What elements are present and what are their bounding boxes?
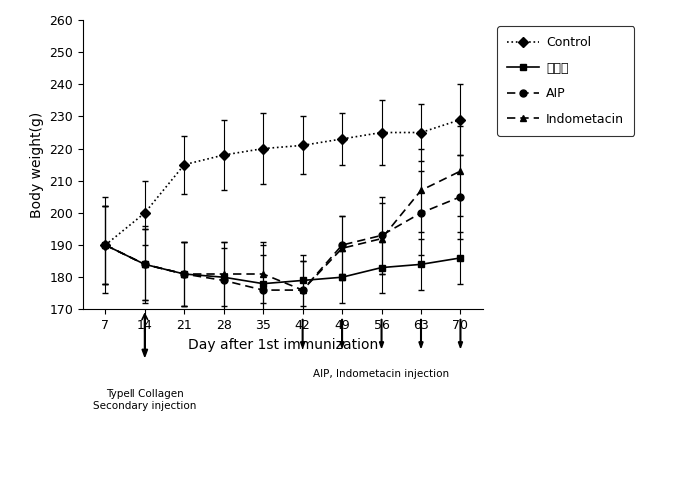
Y-axis label: Body weight(g): Body weight(g): [30, 112, 43, 218]
X-axis label: Day after 1st immunization: Day after 1st immunization: [188, 338, 378, 352]
Text: TypeⅡ Collagen
Secondary injection: TypeⅡ Collagen Secondary injection: [93, 389, 197, 411]
Legend: Control, 유발군, AIP, Indometacin: Control, 유발군, AIP, Indometacin: [497, 26, 634, 136]
Text: AIP, Indometacin injection: AIP, Indometacin injection: [313, 369, 450, 379]
